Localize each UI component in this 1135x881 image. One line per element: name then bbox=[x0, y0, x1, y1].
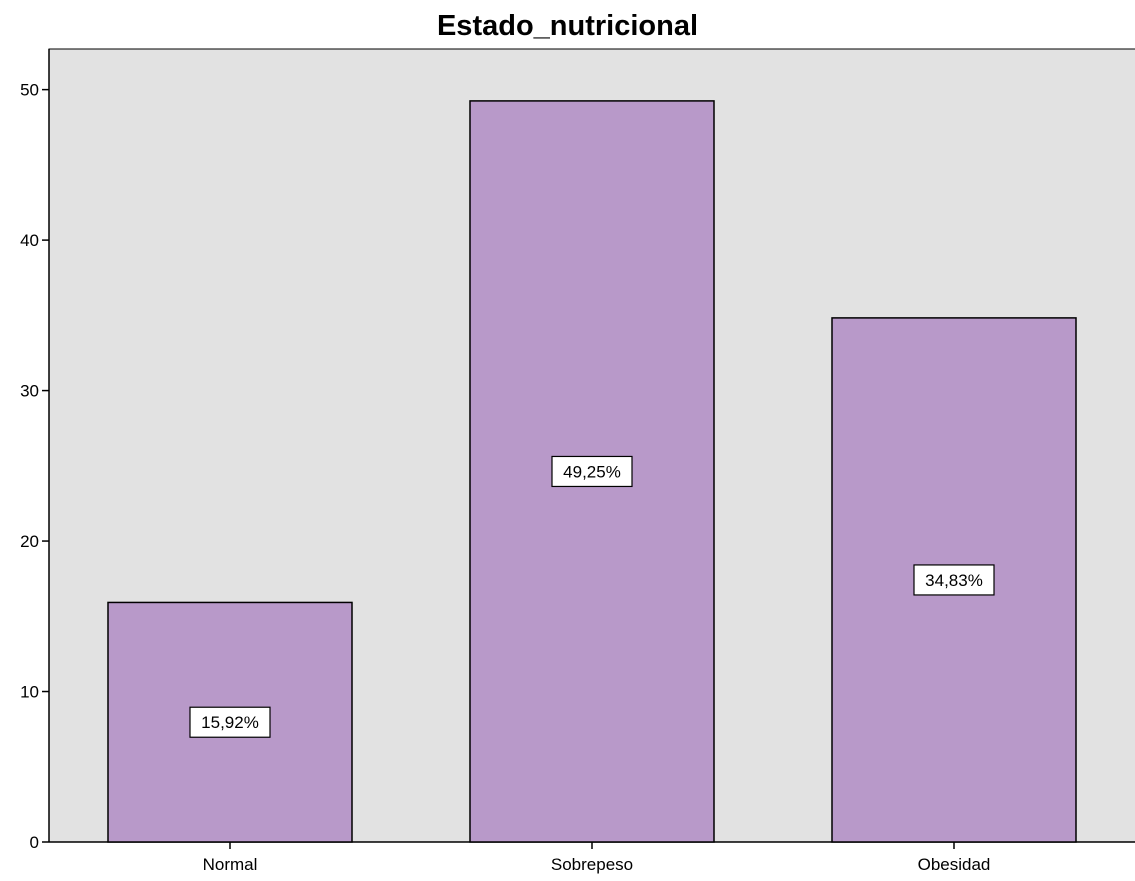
y-tick-label: 30 bbox=[20, 382, 39, 401]
data-label: 34,83% bbox=[913, 564, 995, 596]
data-label-box bbox=[913, 564, 995, 596]
x-axis: Normal Sobrepeso Obesidad bbox=[49, 841, 1135, 874]
x-tick-label: Normal bbox=[203, 855, 258, 874]
y-tick-label: 0 bbox=[30, 833, 39, 852]
y-tick-label: 40 bbox=[20, 231, 39, 250]
data-label-text: 15,92% bbox=[201, 713, 259, 732]
data-label-box bbox=[551, 455, 633, 488]
chart-title: Estado_nutricional bbox=[436, 10, 699, 42]
data-labels: 15,92% 49,25% 34,83% bbox=[189, 455, 995, 738]
data-label-text: 34,83% bbox=[925, 571, 983, 590]
data-label: 15,92% bbox=[189, 706, 271, 738]
bars bbox=[107, 100, 1077, 843]
y-axis: 0 10 20 30 40 50 bbox=[20, 49, 50, 852]
data-label-text: 49,25% bbox=[563, 462, 621, 481]
data-label: 49,25% bbox=[551, 455, 633, 488]
y-tick-label: 50 bbox=[20, 81, 39, 100]
y-tick-label: 20 bbox=[20, 532, 39, 551]
data-label-box bbox=[189, 706, 271, 738]
y-tick-label: 10 bbox=[20, 683, 39, 702]
x-tick-label: Obesidad bbox=[918, 855, 991, 874]
x-tick-label: Sobrepeso bbox=[551, 855, 633, 874]
